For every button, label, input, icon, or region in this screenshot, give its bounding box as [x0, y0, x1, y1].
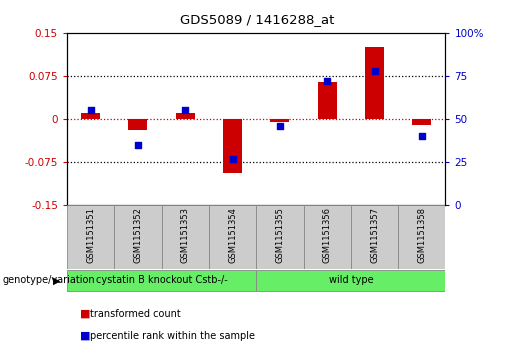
Text: percentile rank within the sample: percentile rank within the sample — [90, 331, 255, 341]
Point — [323, 78, 331, 84]
Bar — [114, 205, 162, 269]
Text: GSM1151355: GSM1151355 — [276, 207, 284, 263]
Point — [370, 68, 379, 74]
Point — [87, 107, 95, 113]
Bar — [67, 205, 114, 269]
Bar — [413, 119, 431, 125]
Text: GDS5089 / 1416288_at: GDS5089 / 1416288_at — [180, 13, 335, 26]
Bar — [351, 205, 398, 269]
Text: GSM1151357: GSM1151357 — [370, 207, 379, 263]
Text: genotype/variation: genotype/variation — [3, 276, 95, 285]
Bar — [270, 119, 289, 122]
Text: GSM1151352: GSM1151352 — [133, 207, 143, 263]
Text: wild type: wild type — [329, 276, 373, 285]
Text: GSM1151358: GSM1151358 — [417, 207, 426, 263]
Bar — [128, 119, 147, 130]
Bar — [398, 205, 445, 269]
Point — [229, 156, 237, 162]
Bar — [365, 47, 384, 119]
Text: GSM1151351: GSM1151351 — [86, 207, 95, 263]
Bar — [256, 270, 445, 291]
Bar — [81, 113, 100, 119]
Bar — [318, 82, 337, 119]
Bar — [209, 205, 256, 269]
Bar — [256, 205, 303, 269]
Text: ▶: ▶ — [53, 276, 60, 285]
Point — [276, 123, 284, 129]
Point — [134, 142, 142, 148]
Bar — [223, 119, 242, 174]
Bar — [67, 270, 256, 291]
Bar — [162, 205, 209, 269]
Text: transformed count: transformed count — [90, 309, 181, 319]
Point — [418, 133, 426, 139]
Text: GSM1151353: GSM1151353 — [181, 207, 190, 263]
Text: ■: ■ — [80, 309, 90, 319]
Bar — [176, 113, 195, 119]
Text: ■: ■ — [80, 331, 90, 341]
Text: GSM1151356: GSM1151356 — [323, 207, 332, 263]
Point — [181, 107, 190, 113]
Bar — [303, 205, 351, 269]
Text: GSM1151354: GSM1151354 — [228, 207, 237, 263]
Text: cystatin B knockout Cstb-/-: cystatin B knockout Cstb-/- — [96, 276, 228, 285]
